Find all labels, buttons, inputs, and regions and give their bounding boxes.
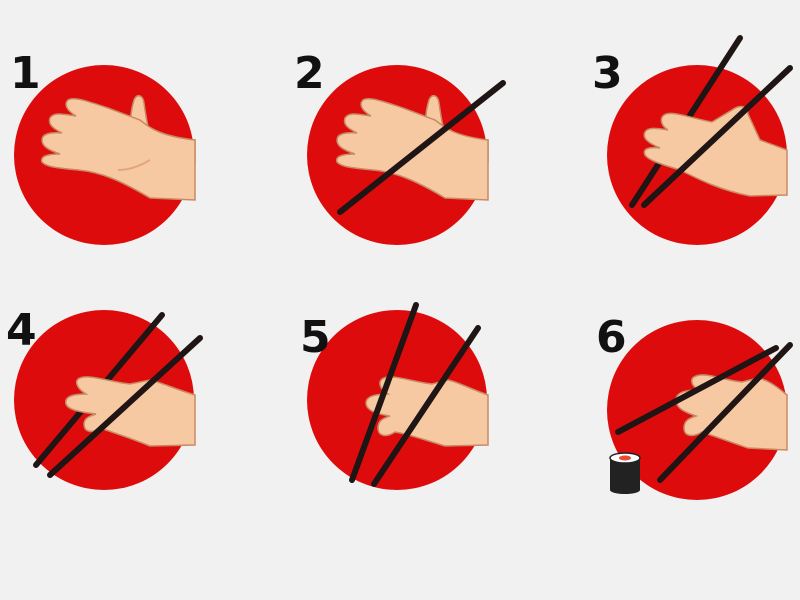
step-6-number: 6 [596,312,627,363]
hand-two-chopsticks-icon [629,35,793,208]
hand-grip-chopsticks-icon [33,312,203,478]
sushi-roll-icon [609,452,641,494]
hand-move-chopsticks-icon [349,302,489,487]
step-1 [14,65,196,245]
step-3-number: 3 [592,48,623,99]
step-5-number: 5 [300,312,331,363]
step-5 [307,302,489,490]
hand-pick-sushi-icon [615,342,793,483]
chopstick-icon [337,80,506,215]
chopstick-icon [641,65,793,208]
chopstick-icon [371,325,481,487]
step-2 [307,65,506,245]
step-6 [607,320,793,500]
step-4 [14,310,203,490]
step-3 [607,35,793,245]
chopstick-icon [349,302,419,483]
step-4-number: 4 [6,305,37,356]
step-2-number: 2 [294,48,325,99]
step-1-number: 1 [10,48,41,99]
open-hand-icon [40,95,196,201]
hand-one-chopstick-icon [335,80,506,215]
chopstick-icon [615,345,779,435]
chopstick-icon [47,335,203,478]
chopstick-icon [657,342,793,483]
